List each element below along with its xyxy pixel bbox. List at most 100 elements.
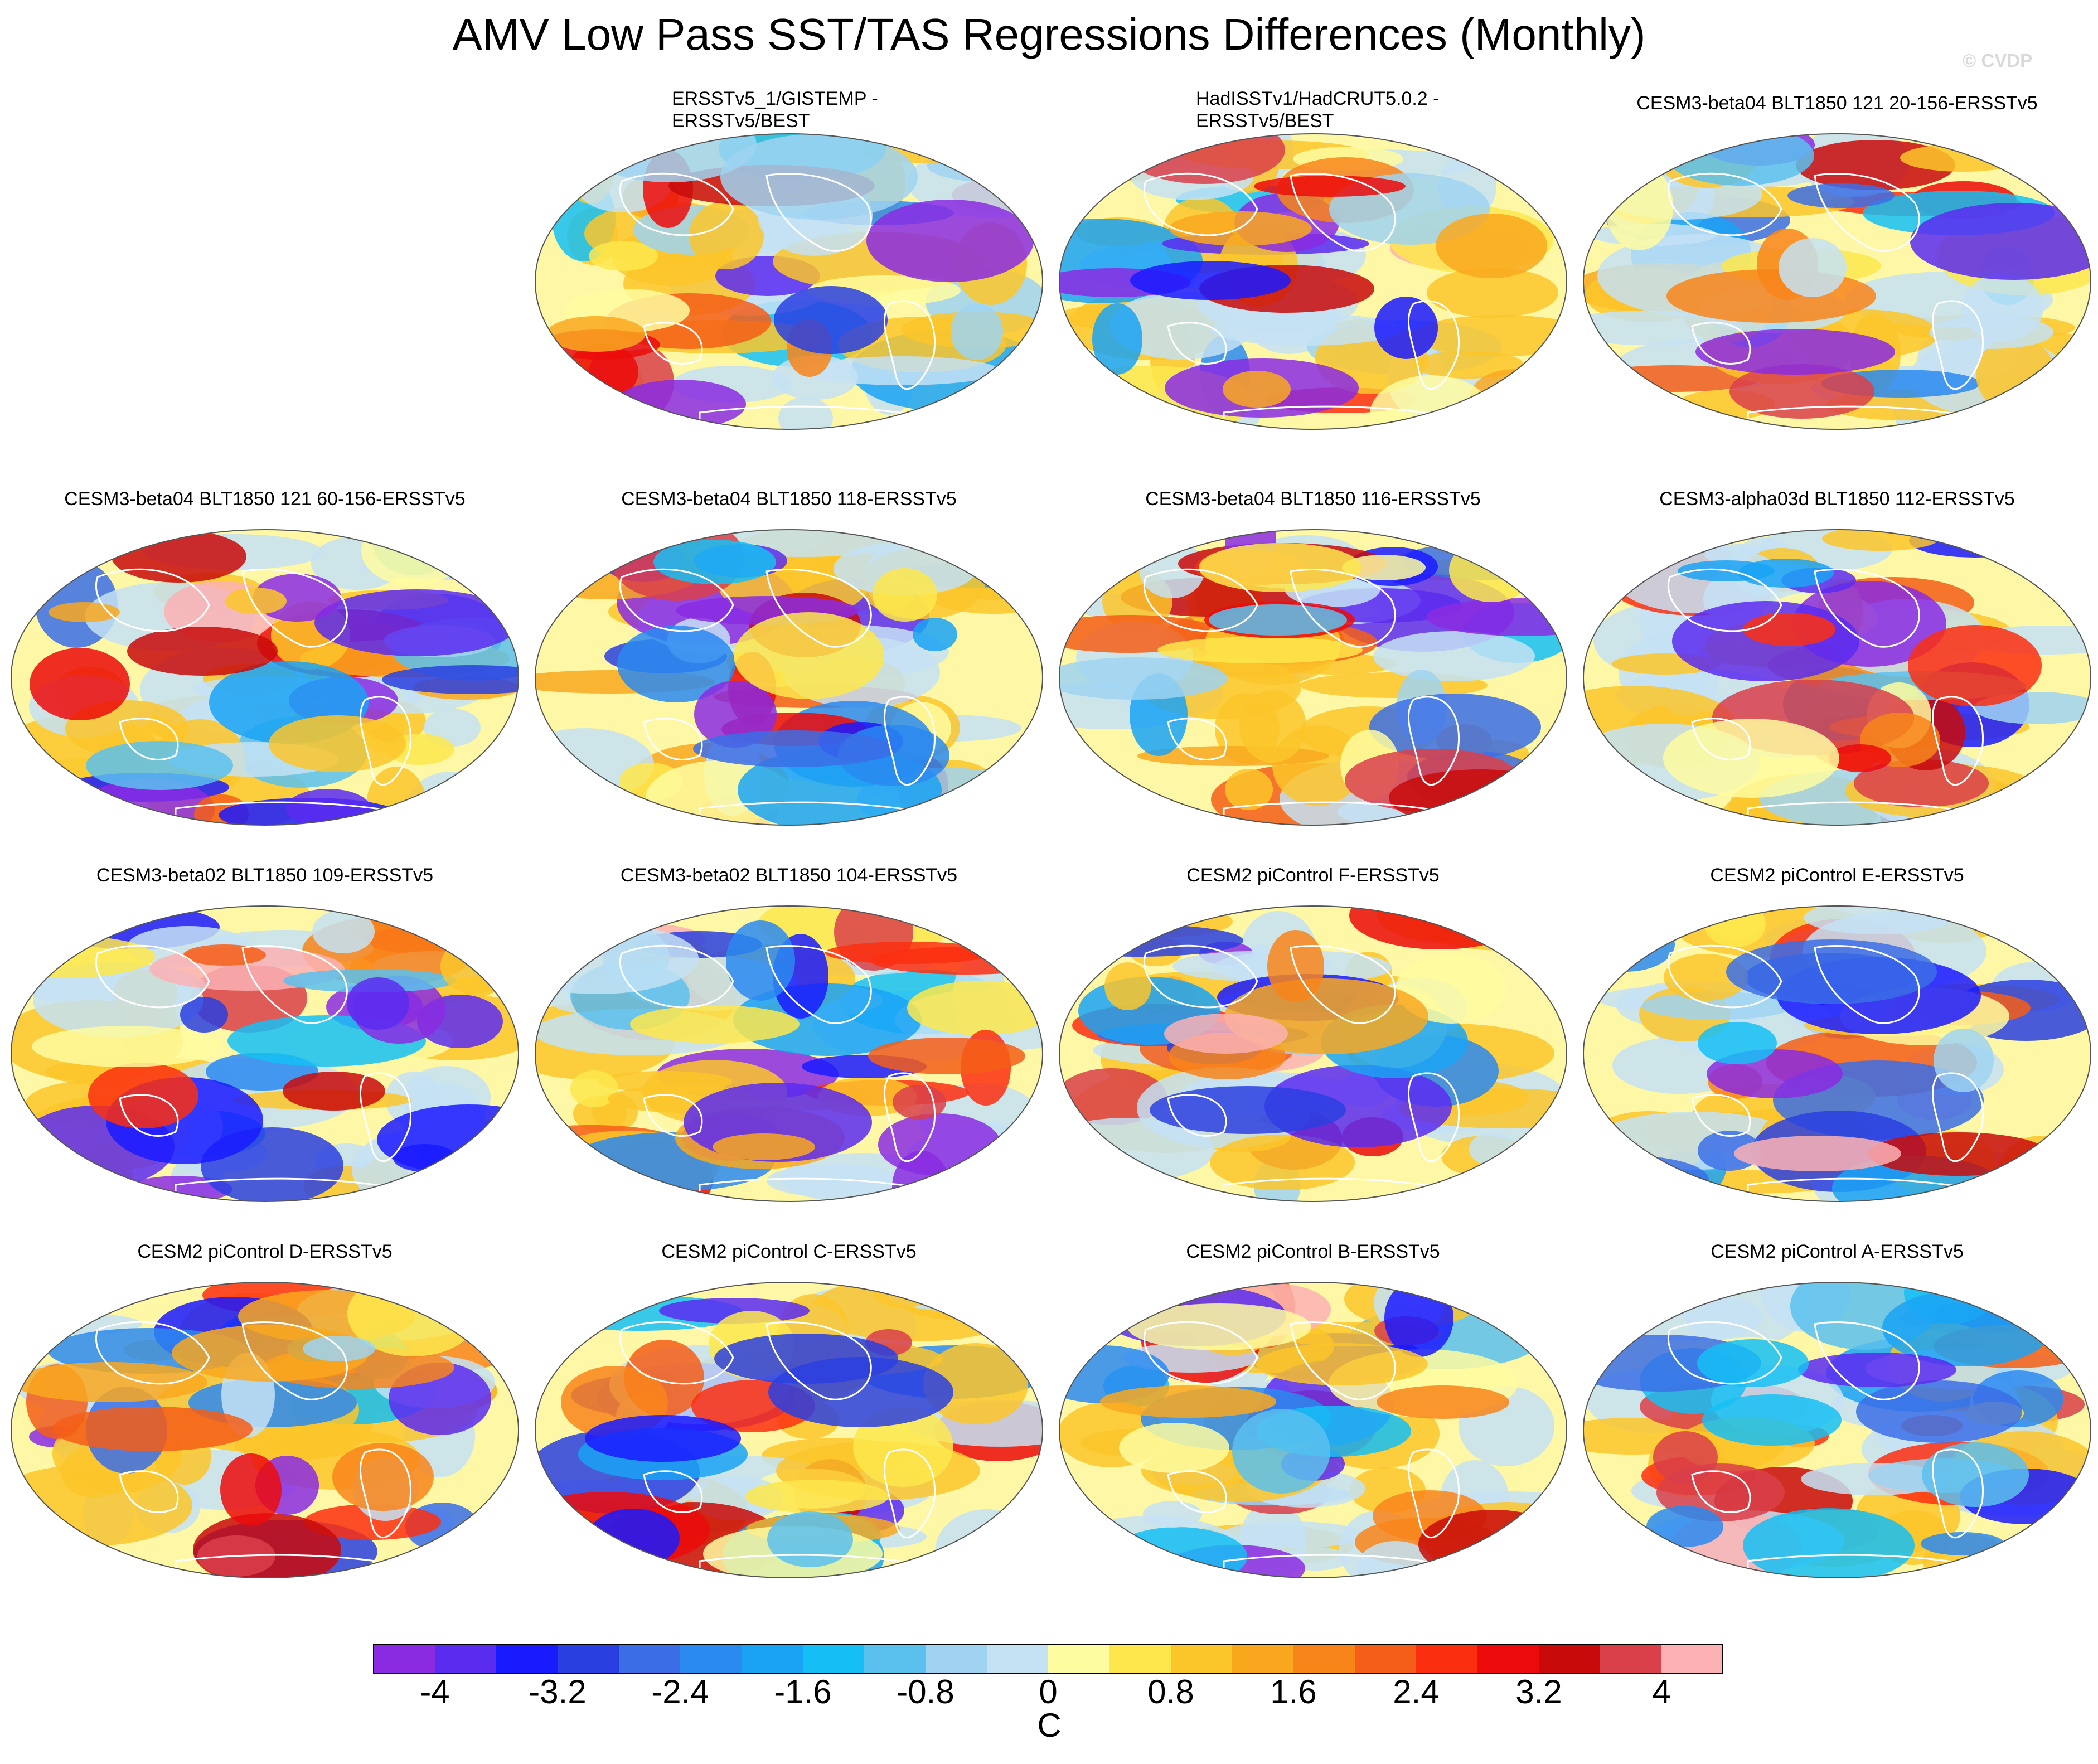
coastline bbox=[883, 1448, 936, 1539]
anomaly-contour bbox=[1743, 1508, 1915, 1578]
anomaly-contour bbox=[745, 1480, 889, 1513]
map-border bbox=[535, 905, 1043, 1202]
anomaly-contour bbox=[1470, 369, 1559, 424]
anomaly-contour bbox=[1150, 1086, 1346, 1134]
anomaly-contour bbox=[589, 241, 658, 271]
coastline bbox=[765, 569, 872, 648]
anomaly-contour bbox=[1910, 203, 2091, 280]
colorbar-tick-label: -4 bbox=[420, 1673, 450, 1710]
anomaly-contour bbox=[1239, 690, 1306, 763]
anomaly-contour bbox=[541, 401, 639, 429]
anomaly-contour bbox=[617, 626, 735, 702]
colorbar-bin bbox=[1355, 1645, 1417, 1674]
coastline bbox=[1167, 718, 1227, 760]
coastline bbox=[359, 696, 411, 786]
coastline bbox=[619, 568, 734, 632]
colorbar-bin bbox=[496, 1645, 558, 1674]
anomaly-contour bbox=[1908, 625, 2042, 706]
coastline bbox=[1931, 1448, 1984, 1539]
panel-title: CESM2 piControl C-ERSSTv5 bbox=[661, 1241, 917, 1262]
panel-title: CESM3-beta04 BLT1850 118-ERSSTv5 bbox=[621, 488, 957, 510]
colorbar-bin bbox=[1293, 1645, 1355, 1674]
anomaly-contour bbox=[1726, 939, 1937, 1004]
global-map bbox=[535, 529, 1043, 826]
coastline bbox=[1667, 568, 1782, 632]
map-panel: CESM2 piControl D-ERSSTv5 bbox=[8, 1240, 521, 1586]
coastline bbox=[1167, 1094, 1227, 1137]
anomaly-contour bbox=[923, 1343, 1028, 1424]
anomaly-contour bbox=[32, 1026, 220, 1067]
panel-title-line: ERSSTv5/BEST bbox=[1196, 110, 1334, 132]
panel-title: CESM3-beta02 BLT1850 104-ERSSTv5 bbox=[620, 865, 958, 886]
anomaly-contour bbox=[872, 1282, 934, 1308]
anomaly-contour bbox=[1104, 962, 1151, 1010]
coastline bbox=[883, 696, 936, 786]
anomaly-contour bbox=[693, 730, 894, 767]
map-panel: CESM2 piControl A-ERSSTv5 bbox=[1581, 1240, 2094, 1586]
panel-title: CESM2 piControl E-ERSSTv5 bbox=[1710, 865, 1964, 886]
global-map bbox=[1583, 133, 2091, 430]
anomaly-contour bbox=[1100, 1385, 1276, 1418]
anomaly-contour bbox=[907, 981, 1043, 1035]
map-border bbox=[1059, 905, 1567, 1202]
anomaly-contour bbox=[1856, 1380, 2022, 1443]
coastline bbox=[643, 1094, 703, 1137]
anomaly-contour bbox=[1436, 214, 1547, 278]
anomaly-contour bbox=[774, 286, 888, 354]
anomaly-contour bbox=[713, 1133, 815, 1160]
global-map bbox=[1059, 529, 1567, 826]
global-map bbox=[535, 905, 1043, 1202]
coastline bbox=[1814, 1321, 1920, 1400]
anomaly-contour bbox=[314, 589, 519, 656]
anomaly-contour bbox=[630, 1005, 800, 1043]
map-panel: CESM3-beta04 BLT1850 118-ERSSTv5 bbox=[532, 488, 1045, 833]
anomaly-contour bbox=[1469, 1132, 1516, 1166]
coastline bbox=[1691, 718, 1751, 760]
colorbar-tick-label: -2.4 bbox=[651, 1673, 709, 1710]
panel-title-line: HadISSTv1/HadCRUT5.0.2 - bbox=[1196, 88, 1440, 109]
anomaly-contour bbox=[1779, 238, 1847, 297]
map-border bbox=[11, 1282, 519, 1578]
coastline bbox=[1290, 1321, 1396, 1400]
anomaly-contour bbox=[1092, 303, 1142, 375]
colorbar-bin bbox=[1539, 1645, 1601, 1674]
anomaly-contour bbox=[180, 997, 228, 1033]
coastline bbox=[883, 1072, 936, 1162]
map-panel: CESM2 piControl F-ERSSTv5 bbox=[1057, 864, 1569, 1210]
colorbar-frame bbox=[373, 1644, 1723, 1674]
anomaly-contour bbox=[1702, 1394, 1842, 1446]
anomaly-contour bbox=[726, 920, 795, 1001]
panel-title: CESM3-beta02 BLT1850 109-ERSSTv5 bbox=[96, 865, 434, 886]
colorbar-bin bbox=[1416, 1645, 1478, 1674]
global-map bbox=[535, 133, 1043, 430]
anomaly-contour bbox=[1413, 351, 1524, 379]
panel-title-line: ERSSTv5/BEST bbox=[672, 110, 810, 132]
global-map bbox=[1059, 1282, 1567, 1578]
colorbar-tick-label: -3.2 bbox=[529, 1673, 587, 1710]
anomaly-contour bbox=[1798, 1353, 1956, 1387]
anomaly-contour bbox=[1377, 1385, 1509, 1419]
anomaly-contour bbox=[1427, 268, 1558, 318]
colorbar-units-label: C bbox=[1037, 1707, 1062, 1744]
anomaly-contour bbox=[1256, 1343, 1428, 1385]
anomaly-contour bbox=[1583, 917, 1675, 972]
anomaly-contour bbox=[1962, 274, 2043, 342]
coastline bbox=[765, 1321, 872, 1400]
global-map bbox=[11, 1282, 519, 1578]
colorbar-bin bbox=[374, 1645, 435, 1674]
anomaly-contour bbox=[1373, 631, 1535, 681]
anomaly-contour bbox=[734, 612, 884, 699]
anomaly-contour bbox=[1254, 176, 1406, 197]
coastline bbox=[359, 1072, 411, 1162]
watermark: © CVDP bbox=[1963, 50, 2033, 71]
coastline bbox=[1143, 172, 1258, 236]
coastline bbox=[1167, 1470, 1227, 1513]
map-border bbox=[1059, 133, 1567, 430]
panel-title: CESM3-beta04 BLT1850 116-ERSSTv5 bbox=[1145, 488, 1481, 510]
coastline bbox=[643, 1470, 703, 1513]
coastline bbox=[1691, 322, 1751, 365]
map-border bbox=[1583, 133, 2091, 430]
anomaly-contour bbox=[382, 665, 519, 694]
anomaly-contour bbox=[570, 1070, 618, 1107]
coastline bbox=[1667, 172, 1782, 236]
